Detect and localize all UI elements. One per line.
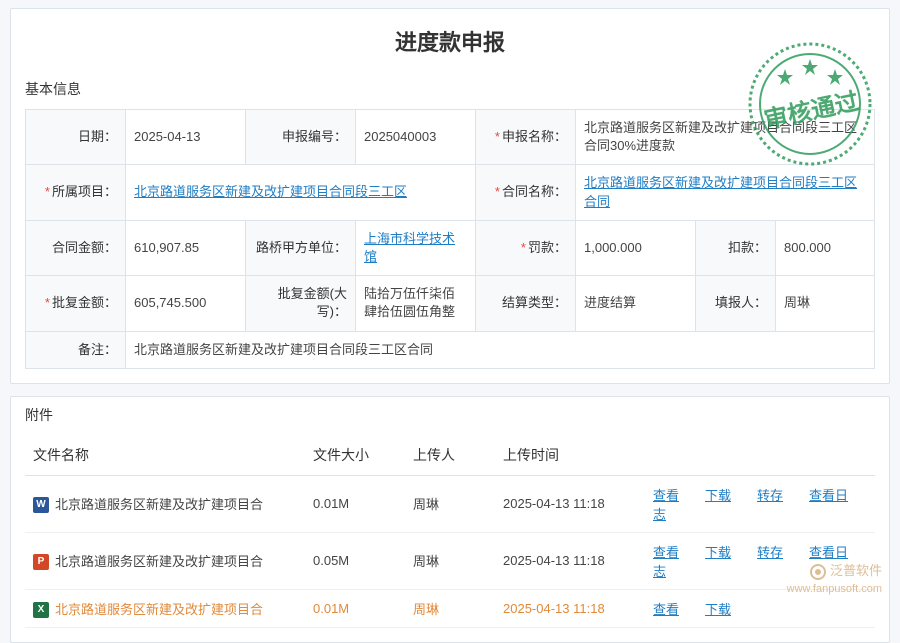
contract-value: 北京路道服务区新建及改扩建项目合同段三工区合同 (576, 165, 875, 220)
fill-label: 填报人： (696, 276, 776, 331)
table-row: *批复金额： 605,745.500 批复金额(大写)： 陆拾万伍仟柒佰肆拾伍圆… (26, 276, 875, 331)
file-name-cell: P北京路道服务区新建及改扩建项目合 (25, 532, 305, 589)
action-查看[interactable]: 查看 (653, 488, 679, 503)
settle-label: 结算类型： (476, 276, 576, 331)
col-actions (645, 435, 875, 476)
action-查看[interactable]: 查看 (653, 545, 679, 560)
action-查看[interactable]: 查看 (653, 602, 679, 617)
file-type-icon: X (33, 602, 49, 618)
project-link[interactable]: 北京路道服务区新建及改扩建项目合同段三工区 (134, 184, 407, 199)
action-下载[interactable]: 下载 (705, 545, 731, 560)
approve-cn-label: 批复金额(大写)： (246, 276, 356, 331)
project-label: *所属项目： (26, 165, 126, 220)
action-转存[interactable]: 转存 (757, 488, 783, 503)
attachment-header: 附件 (11, 397, 889, 431)
penalty-value: 1,000.000 (576, 220, 696, 275)
name-label: *申报名称： (476, 110, 576, 165)
action-转存[interactable]: 转存 (757, 545, 783, 560)
deduct-label: 扣款： (696, 220, 776, 275)
watermark-logo-icon (810, 564, 826, 580)
table-row: 日期： 2025-04-13 申报编号： 2025040003 *申报名称： 北… (26, 110, 875, 165)
no-label: 申报编号： (246, 110, 356, 165)
date-label: 日期： (26, 110, 126, 165)
page-title: 进度款申报 (11, 9, 889, 71)
basic-info-table: 日期： 2025-04-13 申报编号： 2025040003 *申报名称： 北… (25, 109, 875, 369)
table-row: 备注： 北京路道服务区新建及改扩建项目合同段三工区合同 (26, 331, 875, 368)
remark-label: 备注： (26, 331, 126, 368)
file-size-cell: 0.05M (305, 532, 405, 589)
table-row: *所属项目： 北京路道服务区新建及改扩建项目合同段三工区 *合同名称： 北京路道… (26, 165, 875, 220)
table-header-row: 文件名称 文件大小 上传人 上传时间 (25, 435, 875, 476)
file-size-cell: 0.01M (305, 475, 405, 532)
table-row: W北京路道服务区新建及改扩建项目合0.01M周琳2025-04-13 11:18… (25, 475, 875, 532)
no-value: 2025040003 (356, 110, 476, 165)
file-type-icon: W (33, 497, 49, 513)
contract-link[interactable]: 北京路道服务区新建及改扩建项目合同段三工区合同 (584, 175, 857, 208)
file-uploader-cell: 周琳 (405, 475, 495, 532)
name-value: 北京路道服务区新建及改扩建项目合同段三工区合同30%进度款 (576, 110, 875, 165)
settle-value: 进度结算 (576, 276, 696, 331)
file-actions-cell: 查看 下载 转存查看日志 (645, 475, 875, 532)
col-size: 文件大小 (305, 435, 405, 476)
remark-value: 北京路道服务区新建及改扩建项目合同段三工区合同 (126, 331, 875, 368)
file-time-cell: 2025-04-13 11:18 (495, 532, 645, 589)
approve-value: 605,745.500 (126, 276, 246, 331)
action-查看日志[interactable]: 查看日志 (653, 488, 848, 522)
action-下载[interactable]: 下载 (705, 602, 731, 617)
file-time-cell: 2025-04-13 11:18 (495, 589, 645, 628)
attachment-table: 文件名称 文件大小 上传人 上传时间 W北京路道服务区新建及改扩建项目合0.01… (25, 435, 875, 629)
file-size-cell: 0.01M (305, 589, 405, 628)
col-name: 文件名称 (25, 435, 305, 476)
attachment-panel: 附件 文件名称 文件大小 上传人 上传时间 W北京路道服务区新建及改扩建项目合0… (10, 396, 890, 643)
penalty-label: *罚款： (476, 220, 576, 275)
file-uploader-cell: 周琳 (405, 589, 495, 628)
file-time-cell: 2025-04-13 11:18 (495, 475, 645, 532)
party-value: 上海市科学技术馆 (356, 220, 476, 275)
watermark: 泛普软件 www.fanpusoft.com (787, 563, 882, 596)
deduct-value: 800.000 (776, 220, 875, 275)
file-name-cell: X北京路道服务区新建及改扩建项目合 (25, 589, 305, 628)
action-下载[interactable]: 下载 (705, 488, 731, 503)
file-uploader-cell: 周琳 (405, 532, 495, 589)
date-value: 2025-04-13 (126, 110, 246, 165)
approve-label: *批复金额： (26, 276, 126, 331)
basic-info-header: 基本信息 (11, 71, 889, 105)
col-time: 上传时间 (495, 435, 645, 476)
table-row: 合同金额： 610,907.85 路桥甲方单位： 上海市科学技术馆 *罚款： 1… (26, 220, 875, 275)
party-label: 路桥甲方单位： (246, 220, 356, 275)
amount-label: 合同金额： (26, 220, 126, 275)
col-uploader: 上传人 (405, 435, 495, 476)
approve-cn-value: 陆拾万伍仟柒佰肆拾伍圆伍角整 (356, 276, 476, 331)
amount-value: 610,907.85 (126, 220, 246, 275)
file-name-cell: W北京路道服务区新建及改扩建项目合 (25, 475, 305, 532)
file-type-icon: P (33, 554, 49, 570)
project-value: 北京路道服务区新建及改扩建项目合同段三工区 (126, 165, 476, 220)
table-row: P北京路道服务区新建及改扩建项目合0.05M周琳2025-04-13 11:18… (25, 532, 875, 589)
fill-value: 周琳 (776, 276, 875, 331)
party-link[interactable]: 上海市科学技术馆 (364, 231, 455, 264)
main-panel: 审核通过 进度款申报 基本信息 日期： 2025-04-13 申报编号： 202… (10, 8, 890, 384)
contract-label: *合同名称： (476, 165, 576, 220)
table-row: X北京路道服务区新建及改扩建项目合0.01M周琳2025-04-13 11:18… (25, 589, 875, 628)
